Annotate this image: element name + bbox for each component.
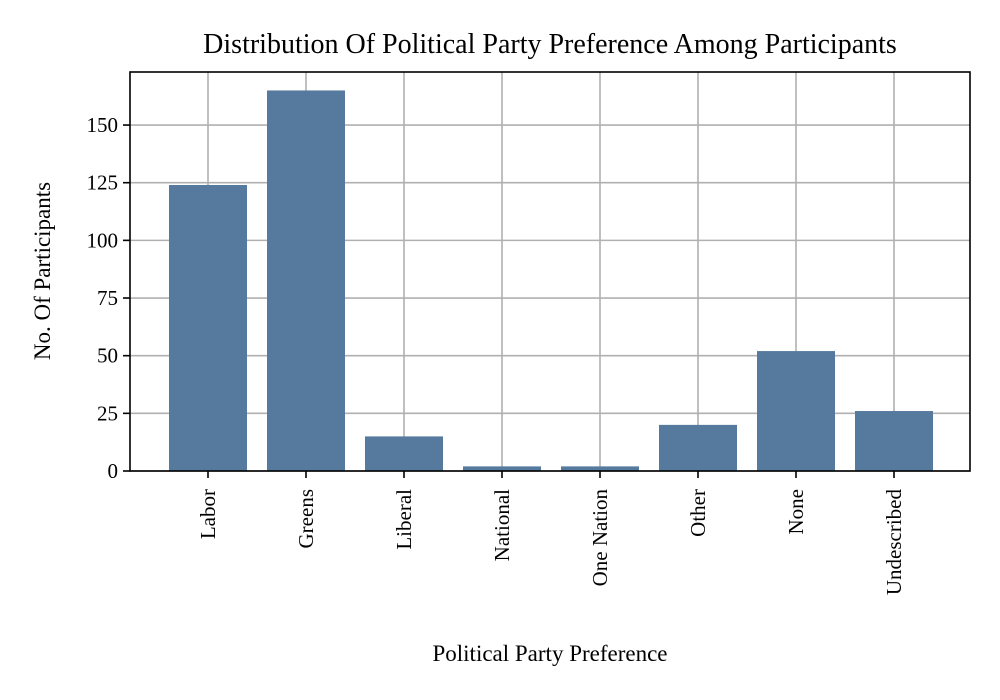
bar-undescribed (855, 411, 933, 471)
x-axis-title: Political Party Preference (432, 641, 667, 666)
bar-other (659, 425, 737, 471)
x-tick-label: Other (686, 489, 710, 537)
x-tick-label: None (784, 489, 808, 535)
y-tick-label: 125 (87, 171, 119, 195)
bar-none (757, 351, 835, 471)
y-tick-label: 25 (97, 401, 118, 425)
y-tick-label: 50 (97, 344, 118, 368)
y-tick-label: 150 (87, 113, 119, 137)
x-tick-label: Greens (294, 489, 318, 548)
bar-liberal (365, 436, 443, 471)
bar-labor (169, 185, 247, 471)
x-tick-label: Undescribed (882, 489, 906, 596)
x-tick-label: National (490, 489, 514, 561)
chart-title: Distribution Of Political Party Preferen… (203, 29, 897, 60)
y-tick-label: 100 (87, 228, 119, 252)
x-tick-label: Labor (196, 489, 220, 539)
bar-greens (267, 90, 345, 471)
y-tick-label: 0 (108, 459, 119, 483)
y-tick-label: 75 (97, 286, 118, 310)
y-axis-title: No. Of Participants (30, 182, 55, 360)
x-tick-label: One Nation (588, 489, 612, 587)
x-tick-label: Liberal (392, 489, 416, 550)
